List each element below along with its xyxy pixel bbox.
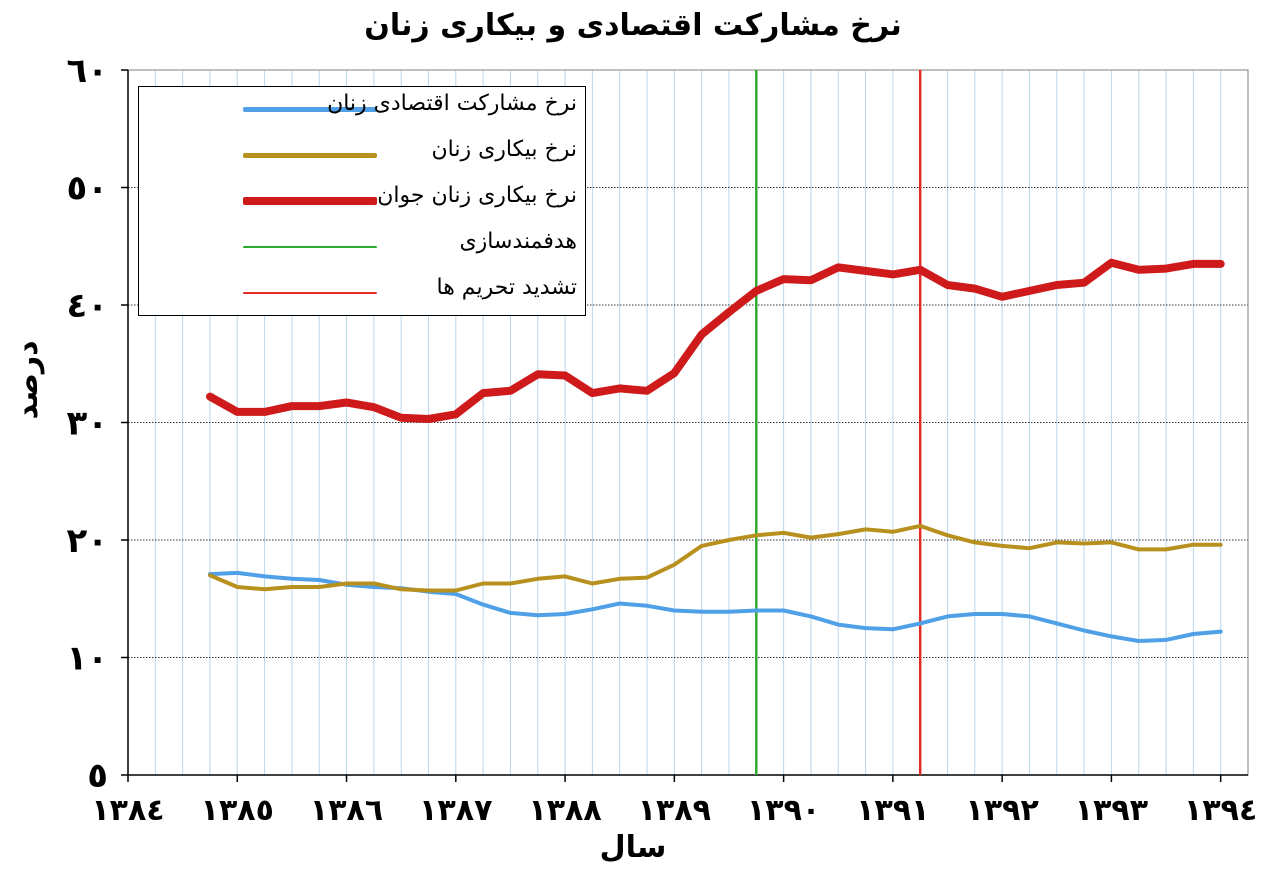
series-line <box>208 570 1223 643</box>
y-tick-label: ١٠ <box>66 639 108 679</box>
x-tick-label: ١٣٨٧ <box>419 793 492 828</box>
legend: نرخ مشارکت اقتصادی زنان نرخ بیکاری زنان … <box>138 86 586 316</box>
y-tick-label: ٢٠ <box>66 521 108 561</box>
legend-item-subsidy-reform: هدفمندسازی <box>139 225 585 269</box>
y-tick-label: ٤٠ <box>66 286 108 326</box>
y-tick-label: ٥٠ <box>66 169 108 209</box>
x-tick-label: ١٣٩٣ <box>1075 793 1148 828</box>
chart-title: نرخ مشارکت اقتصادی و بیکاری زنان <box>364 8 902 43</box>
legend-item-youth-unemployment: نرخ بیکاری زنان جوان <box>139 179 585 223</box>
legend-swatch-youth-unemployment <box>243 197 377 205</box>
x-tick-label: ١٣٨٥ <box>201 793 274 828</box>
legend-label-youth-unemployment: نرخ بیکاری زنان جوان <box>377 183 577 208</box>
legend-swatch-participation <box>243 107 377 112</box>
legend-item-participation: نرخ مشارکت اقتصادی زنان <box>139 87 585 131</box>
legend-label-unemployment: نرخ بیکاری زنان <box>431 137 577 162</box>
x-tick-label: ١٣٨٦ <box>310 793 383 828</box>
y-tick-label: ٥ <box>87 756 108 796</box>
legend-item-sanctions: تشدید تحریم ها <box>139 271 585 315</box>
legend-swatch-sanctions <box>243 292 377 294</box>
y-axis-ticks: ٥ ١٠ ٢٠ ٣٠ ٤٠ ٥٠ ٦٠ <box>66 51 128 796</box>
legend-label-sanctions: تشدید تحریم ها <box>436 275 578 300</box>
x-tick-label: ١٣٩٢ <box>966 793 1039 828</box>
legend-item-unemployment: نرخ بیکاری زنان <box>139 133 585 177</box>
legend-swatch-unemployment <box>243 153 377 158</box>
x-axis-ticks: ١٣٨٤ ١٣٨٥ ١٣٨٦ ١٣٨٧ ١٣٨٨ ١٣٨٩ ١٣٩٠ ١٣٩١ ١٣٩٢ ١٣٩٣… <box>91 775 1257 828</box>
legend-label-participation: نرخ مشارکت اقتصادی زنان <box>327 91 577 116</box>
x-tick-label: ١٣٨٩ <box>638 793 711 828</box>
series-line <box>206 258 1225 423</box>
x-tick-label: ١٣٨٤ <box>91 793 164 828</box>
x-tick-label: ١٣٩١ <box>856 793 929 828</box>
x-tick-label: ١٣٩٤ <box>1184 793 1257 828</box>
y-axis-label: درصد <box>10 340 45 420</box>
x-tick-label: ١٣٩٠ <box>747 793 820 828</box>
y-tick-label: ٣٠ <box>66 404 108 444</box>
data-series <box>206 258 1225 643</box>
series-line <box>208 523 1223 593</box>
y-tick-label: ٦٠ <box>66 51 108 91</box>
event-lines <box>755 70 922 775</box>
legend-label-subsidy-reform: هدفمندسازی <box>459 229 577 254</box>
x-axis-label: سال <box>599 830 667 865</box>
x-tick-label: ١٣٨٨ <box>528 793 601 828</box>
legend-swatch-subsidy-reform <box>243 246 377 248</box>
